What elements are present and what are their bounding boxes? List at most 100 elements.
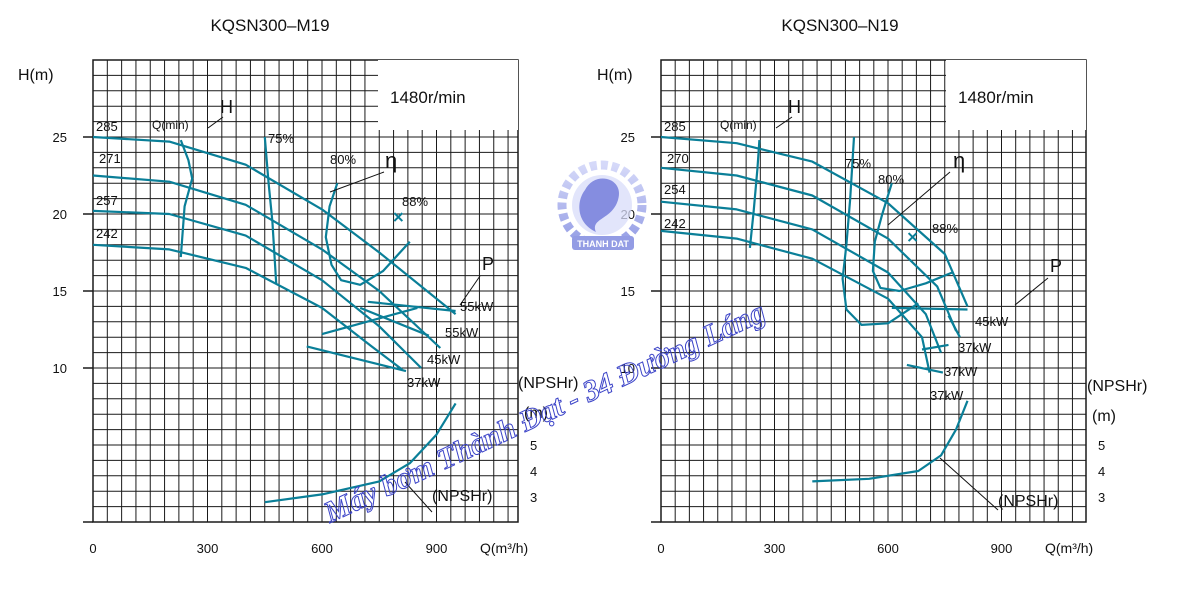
power-line: [367, 300, 456, 313]
speed-label: 1480r/min: [390, 88, 466, 107]
speed-box: [378, 60, 518, 130]
diameter-label: 242: [664, 216, 686, 231]
npsh-tick-label: 3: [1098, 490, 1105, 505]
npsh-axis-label: (NPSHr): [518, 375, 578, 392]
power-label: P: [1050, 256, 1062, 276]
best-efficiency-point: [907, 232, 918, 242]
diameter-label: 270: [667, 151, 689, 166]
power-line: [306, 345, 407, 373]
y-tick-label: 25: [621, 130, 635, 145]
head-curve-label: H: [220, 97, 233, 117]
power-line-label: 55kW: [445, 325, 479, 340]
head-curve-285: [92, 135, 457, 315]
power-line-label: 37kW: [930, 388, 964, 403]
eff-label-75: 75%: [845, 156, 871, 171]
qmin-line: [179, 139, 194, 258]
head-curve-242: [660, 229, 931, 373]
power-line: [891, 306, 968, 311]
power-line-label: 37kW: [407, 375, 441, 390]
y-tick-label: 15: [621, 284, 635, 299]
y-tick-label: 10: [621, 361, 635, 376]
power-line: [906, 363, 944, 374]
diameter-label: 285: [96, 119, 118, 134]
eff-label-88: 88%: [402, 194, 428, 209]
best-efficiency-point: [393, 212, 404, 222]
y-axis-label: H(m): [18, 67, 54, 84]
x-tick-label: 600: [877, 541, 899, 556]
npsh-unit-label: (m): [1092, 408, 1116, 425]
qmin-line: [748, 140, 761, 249]
x-axis-label: Q(m³/h): [1045, 540, 1093, 556]
curve-labels: 285 270 254 242 Q(min) H 75% 80% η 88% P…: [664, 97, 1062, 510]
power-line-label: 37kW: [944, 364, 978, 379]
power-line: [359, 306, 430, 337]
eta-label: η: [385, 148, 397, 173]
chart-title: KQSN300–M19: [210, 16, 329, 35]
power-line: [921, 343, 949, 351]
power-line: [321, 306, 418, 336]
chart-title: KQSN300–N19: [781, 16, 898, 35]
watermark-logo: THANH DAT: [557, 160, 647, 250]
x-tick-labels: 0 300 600 900: [657, 541, 1012, 556]
speed-box: [946, 60, 1086, 130]
eff-label-75: 75%: [268, 131, 294, 146]
x-tick-labels: 0 300 600 900: [89, 541, 447, 556]
head-curve-242: [92, 243, 403, 371]
diameter-label: 257: [96, 193, 118, 208]
npsh-tick-label: 4: [530, 464, 537, 479]
efficiency-contour: [841, 136, 919, 326]
power-line: [947, 315, 961, 338]
npsh-tick-label: 3: [530, 490, 537, 505]
watermark-logo-text: THANH DAT: [577, 239, 629, 249]
diameter-label: 285: [664, 119, 686, 134]
x-tick-label: 300: [197, 541, 219, 556]
power-line-label: 45kW: [427, 352, 461, 367]
head-curve-271: [92, 174, 442, 349]
curves: [660, 135, 969, 483]
x-tick-label: 900: [426, 541, 448, 556]
y-tick-label: 10: [53, 361, 67, 376]
npsh-tick-label: 4: [1098, 464, 1105, 479]
power-line-label: 37kW: [958, 340, 992, 355]
y-axis-label: H(m): [597, 67, 633, 84]
eff-label-80: 80%: [878, 172, 904, 187]
x-tick-label: 300: [764, 541, 786, 556]
head-curve-285: [660, 135, 969, 307]
leader-lines: [207, 116, 481, 513]
npsh-tick-labels: 5 4 3: [1098, 438, 1105, 505]
power-line-label: 45kW: [975, 314, 1009, 329]
head-curve-254: [660, 200, 943, 354]
y-tick-labels: 25 20 15 10: [53, 130, 93, 523]
chart-right: KQSN300–N19 H(m) Q(m³/h) (NPSHr) (m) 148…: [597, 16, 1147, 556]
efficiency-contour: [871, 182, 953, 293]
head-curve-270: [660, 166, 958, 332]
diameter-label: 242: [96, 226, 118, 241]
npsh-tick-labels: 5 4 3: [530, 438, 537, 505]
power-line-label: 55kW: [460, 299, 494, 314]
eta-label: η: [953, 148, 965, 173]
watermark-text: Máy bơm Thành Đạt - 34 Đường Láng: [318, 295, 770, 529]
npsh-curve: [812, 400, 969, 483]
eff-label-88: 88%: [932, 221, 958, 236]
npsh-curve-label: (NPSHr): [998, 493, 1058, 510]
npsh-unit-label: (m): [524, 405, 548, 422]
npsh-curve-label: (NPSHr): [432, 488, 492, 505]
speed-label: 1480r/min: [958, 88, 1034, 107]
y-tick-label: 15: [53, 284, 67, 299]
qmin-label: Q(min): [720, 118, 757, 132]
chart-left: KQSN300–M19 H(m) Q(m³/h) (NPSHr) (m) 148…: [18, 16, 578, 556]
leader-lines: [775, 116, 1049, 511]
x-tick-label: 0: [657, 541, 664, 556]
eff-label-80: 80%: [330, 152, 356, 167]
npsh-axis-label: (NPSHr): [1087, 378, 1147, 395]
npsh-tick-label: 5: [1098, 438, 1105, 453]
x-tick-label: 600: [311, 541, 333, 556]
head-curve-257: [92, 209, 422, 369]
head-curve-label: H: [788, 97, 801, 117]
grid: [92, 59, 519, 523]
power-label: P: [482, 254, 494, 274]
y-tick-label: 20: [53, 207, 67, 222]
x-axis-label: Q(m³/h): [480, 540, 528, 556]
qmin-label: Q(min): [152, 118, 189, 132]
